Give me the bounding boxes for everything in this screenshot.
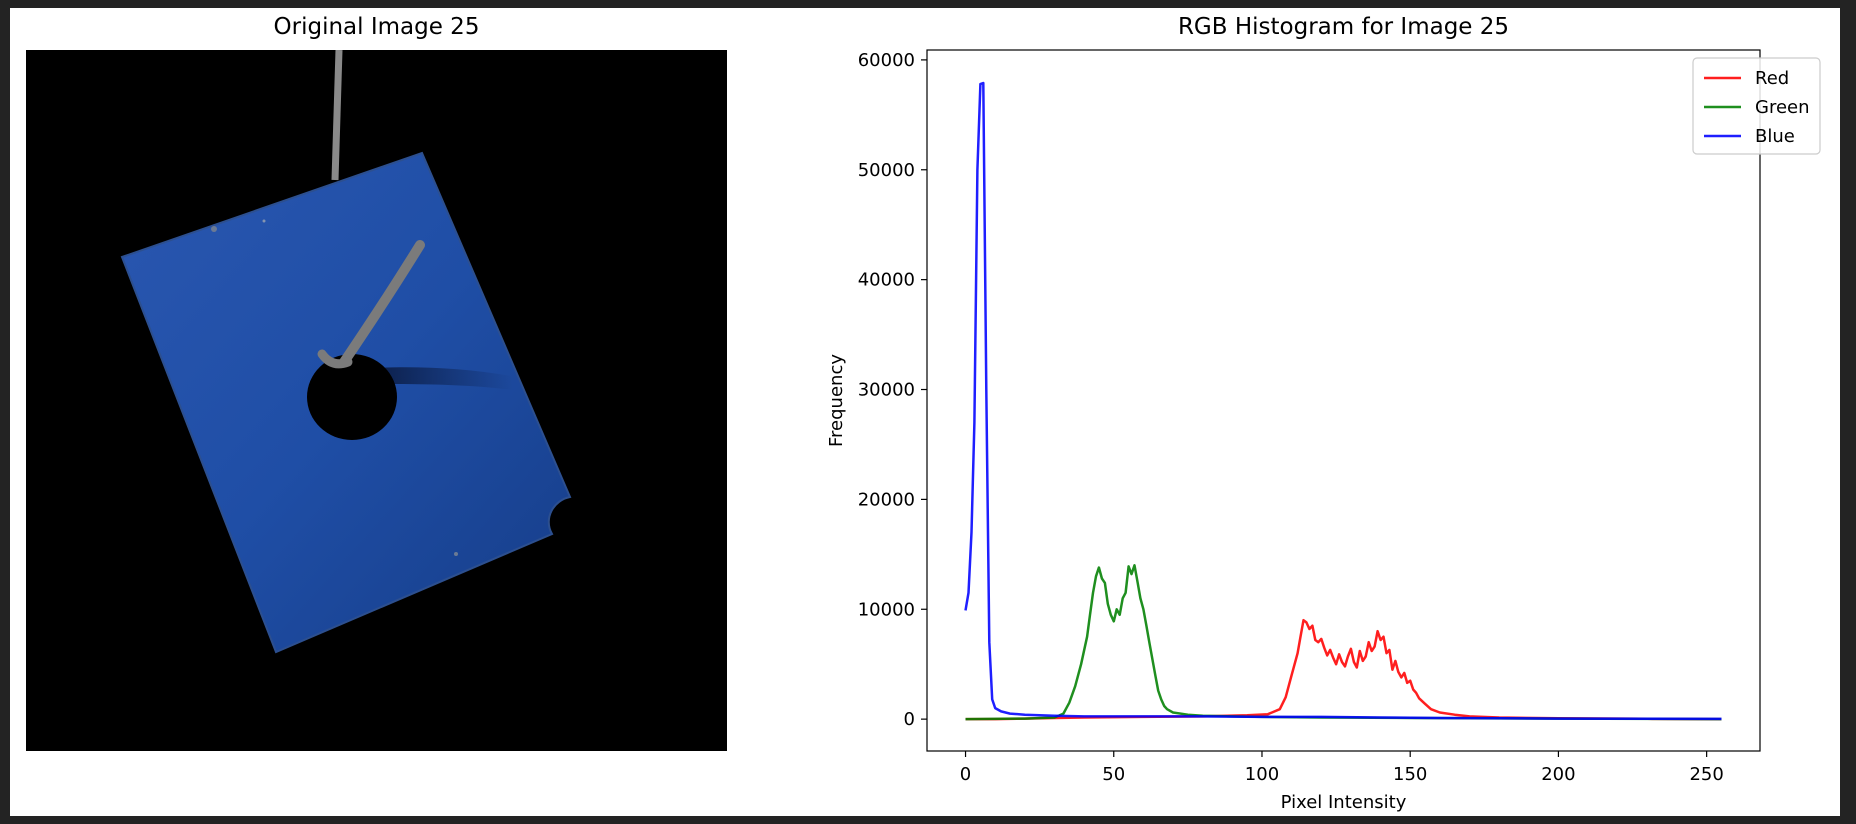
series-line-red [965, 618, 1722, 721]
plot-frame [926, 49, 1761, 752]
y-tick-label: 0 [904, 709, 915, 730]
legend: Red Green Blue [1692, 57, 1821, 155]
original-image-drawing [26, 50, 727, 751]
y-tick-label: 60000 [858, 50, 915, 71]
x-axis-label: Pixel Intensity [1281, 792, 1407, 813]
x-tick-label: 150 [1393, 764, 1427, 785]
x-tick-label: 100 [1245, 764, 1279, 785]
y-tick-label: 50000 [858, 160, 915, 181]
legend-box [1692, 57, 1821, 155]
original-image [26, 50, 727, 751]
legend-label-green: Green [1755, 97, 1810, 118]
image-title: Original Image 25 [273, 14, 480, 40]
plot-background [927, 50, 1760, 751]
legend-label-blue: Blue [1755, 126, 1795, 147]
y-tick-label: 30000 [858, 380, 915, 401]
x-tick-label: 50 [1102, 764, 1125, 785]
y-tick-label: 10000 [858, 599, 915, 620]
axes: 0 50 100 150 200 250 0 10000 20000 30000 40000 5000… [826, 49, 1761, 813]
y-tick-label: 40000 [858, 270, 915, 291]
series-line-green [965, 564, 1722, 721]
plate-speck [262, 219, 266, 223]
legend-label-red: Red [1755, 68, 1789, 89]
chart-title: RGB Histogram for Image 25 [1177, 14, 1510, 40]
metal-hook [339, 240, 425, 367]
hanging-wire [331, 50, 343, 181]
plate-speck [454, 552, 458, 556]
hook-shadow [376, 367, 513, 390]
plate-hole [307, 354, 397, 440]
x-tick-label: 0 [960, 764, 971, 785]
x-tick-label: 250 [1689, 764, 1723, 785]
hook-curl [317, 349, 353, 369]
series-line-blue [964, 81, 1722, 721]
plot-area [927, 50, 1760, 751]
plate-speck [211, 226, 217, 232]
y-axis-label: Frequency [826, 354, 847, 447]
histogram-chart: 0 50 100 150 200 250 0 10000 20000 30000 40000 5000… [826, 49, 1821, 813]
series-lines [964, 81, 1722, 721]
x-tick-label: 200 [1541, 764, 1575, 785]
y-tick-label: 20000 [858, 489, 915, 510]
figure-canvas: Original Image 25 [10, 8, 1840, 816]
